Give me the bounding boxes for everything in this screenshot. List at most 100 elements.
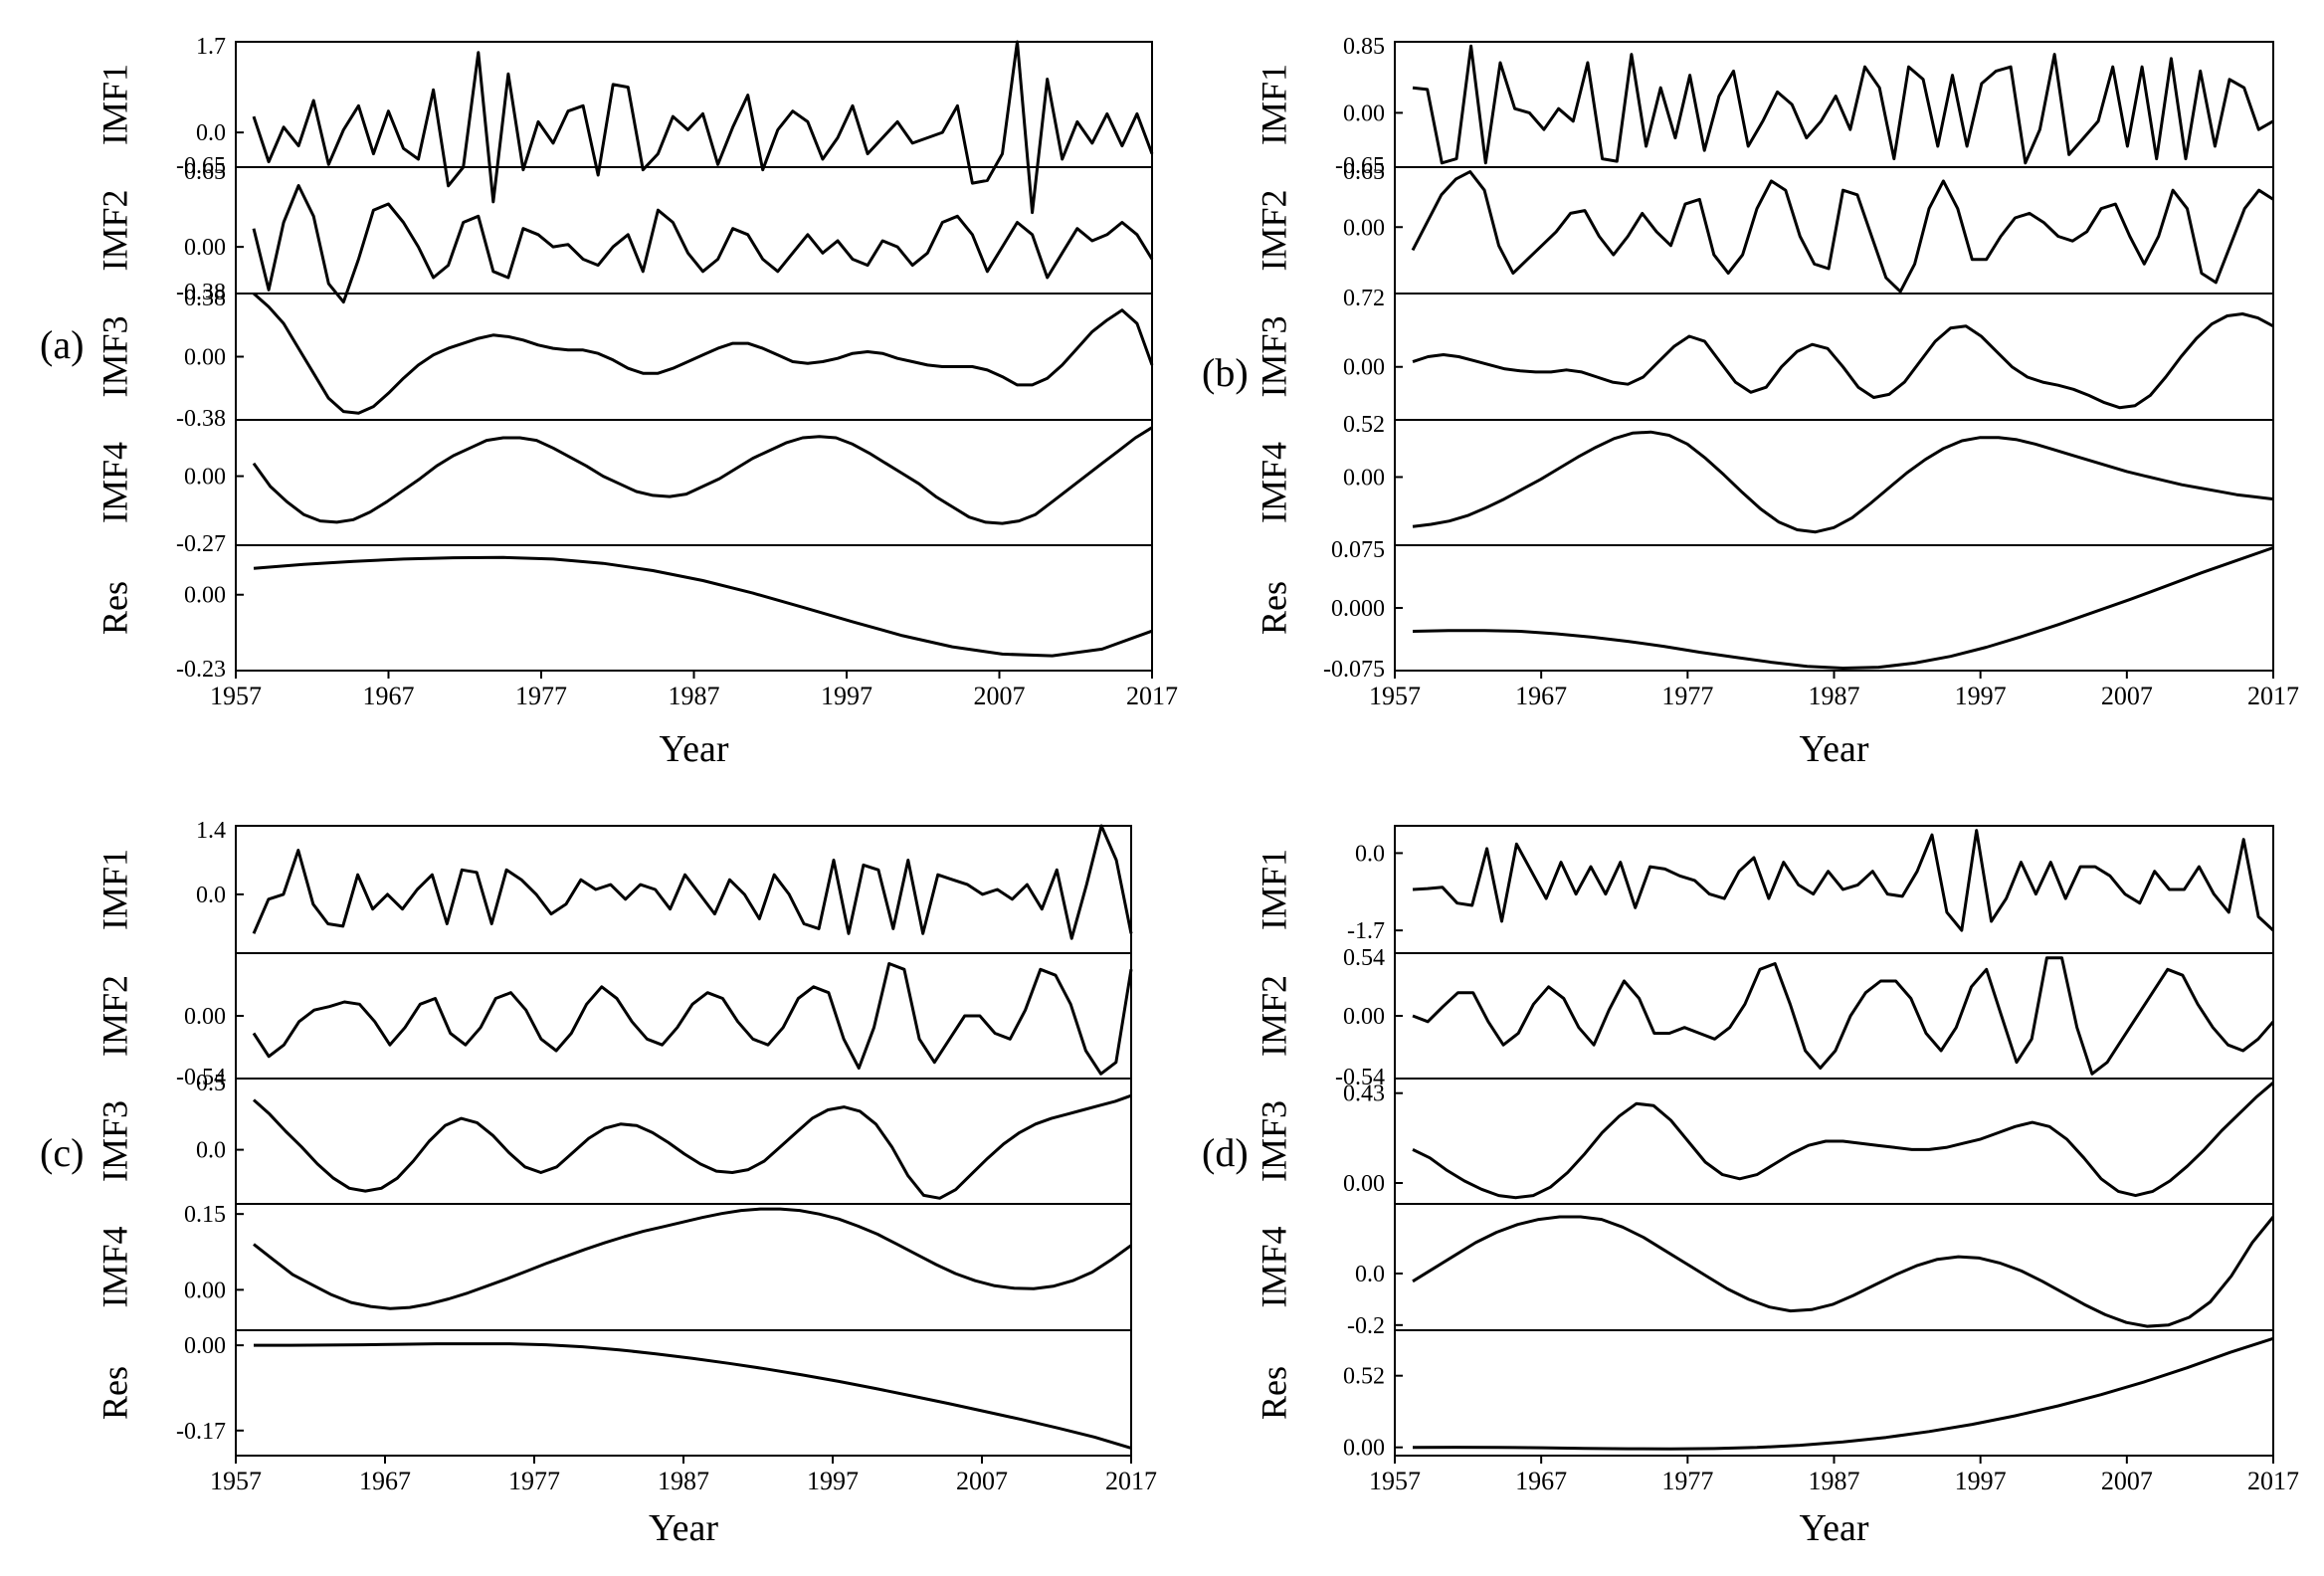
y-axis-title: IMF2 (1254, 189, 1293, 271)
panel-imf1: IMF1 1.4 0.0 (95, 818, 1133, 954)
series-line-imf2 (1412, 956, 2275, 1076)
y-axis-title: Res (95, 1366, 134, 1420)
y-tick-label: 0.0 (1355, 1262, 1385, 1287)
subplot-label: (d) (1202, 1130, 1249, 1175)
panel-imf2: IMF2 0.65 0.00 -0.38 (95, 159, 1154, 305)
x-axis-title: Year (1799, 1507, 1868, 1549)
x-tick-label: 1987 (1809, 1467, 1860, 1495)
panel-imf1: IMF1 0.85 0.00 -0.65 (1254, 34, 2274, 179)
y-tick-label: 0.0 (196, 120, 226, 146)
series-line-imf3 (253, 1093, 1132, 1200)
y-axis-title: IMF2 (1254, 975, 1293, 1057)
panel-imf3: IMF3 0.72 0.00 (1254, 286, 2274, 421)
panel-imf3: IMF3 0.5 0.0 (95, 1071, 1132, 1205)
series-line-imf4 (252, 426, 1153, 525)
y-tick-label: 0.00 (1343, 1171, 1385, 1197)
x-tick-label: 1977 (1661, 682, 1713, 710)
y-axis-title: Res (1254, 581, 1293, 635)
y-tick-label: -0.65 (176, 153, 226, 179)
series-line-imf1 (1412, 44, 2274, 165)
x-axis-title: Year (1799, 728, 1868, 770)
y-tick-label: -1.7 (1347, 918, 1385, 944)
x-tick-label: 2007 (956, 1467, 1008, 1495)
y-tick-label: 1.4 (196, 818, 226, 844)
x-tick-label: 1967 (1515, 1467, 1567, 1495)
chart-a: (a) IMF1 1.7 0.0 -0.65 IMF2 0.65 0.00 -0.38 IMF3 0… (40, 34, 1178, 770)
y-tick-label: 0.00 (1343, 215, 1385, 241)
x-tick-label: 1957 (210, 682, 262, 710)
x-axis-title: Year (649, 1507, 718, 1549)
x-tick-label: 1987 (658, 1467, 709, 1495)
y-axis-title: IMF3 (95, 1100, 134, 1182)
y-tick-label: 0.00 (184, 1278, 226, 1303)
panel-imf2: IMF2 0.54 0.00 -0.54 (1254, 945, 2275, 1090)
y-tick-label: 0.00 (184, 1333, 226, 1359)
y-tick-label: -0.65 (1335, 153, 1385, 179)
series-line-imf2 (252, 184, 1154, 304)
y-tick-label: -0.38 (176, 280, 226, 305)
y-tick-label: 0.52 (1343, 412, 1385, 438)
chart-d: (d) IMF1 0.0 -1.7 IMF2 0.54 0.00 -0.54 IMF3 0.43 0… (1202, 825, 2299, 1549)
panel-frame (1394, 825, 2274, 954)
x-tick-label: 2017 (1105, 1467, 1157, 1495)
y-axis-title: IMF4 (1254, 442, 1293, 523)
y-tick-label: 0.15 (184, 1202, 226, 1228)
panel-frame (1394, 41, 2274, 168)
x-tick-label: 1997 (1955, 682, 2007, 710)
y-tick-label: 0.65 (1343, 159, 1385, 185)
y-axis-title: IMF3 (95, 315, 134, 397)
y-tick-label: 0.0 (196, 1138, 226, 1164)
series-line-imf1 (252, 40, 1154, 215)
series-line-res (1412, 546, 2274, 670)
y-tick-label: 0.00 (184, 465, 226, 491)
panel-frame (235, 419, 1153, 546)
series-line-imf3 (253, 292, 1154, 415)
y-axis-title: Res (1254, 1366, 1293, 1420)
x-tick-label: 2017 (1126, 682, 1178, 710)
y-axis-title: IMF4 (95, 1226, 134, 1307)
panel-frame (235, 166, 1153, 295)
y-axis-title: IMF2 (95, 975, 134, 1057)
panel-imf4: IMF4 0.52 0.00 (1254, 412, 2274, 546)
y-tick-label: -0.54 (1335, 1065, 1385, 1090)
x-tick-label: 1967 (1515, 682, 1567, 710)
chart-c: (c) IMF1 1.4 0.0 IMF2 0.00 -0.54 IMF3 0.5 0.0 IMF4… (40, 818, 1157, 1549)
x-tick-label: 1987 (1809, 682, 1860, 710)
panel-frame (1394, 544, 2274, 672)
x-tick-label: 2007 (974, 682, 1026, 710)
y-tick-label: 0.0 (196, 883, 226, 908)
series-line-imf4 (1412, 430, 2274, 534)
panel-res: Res 0.52 0.00 (1254, 1329, 2274, 1462)
y-axis-title: Res (95, 581, 134, 635)
series-line-res (1412, 1336, 2274, 1451)
x-tick-label: 1997 (807, 1467, 859, 1495)
panel-imf1: IMF1 1.7 0.0 -0.65 (95, 34, 1154, 215)
series-line-imf3 (1412, 312, 2274, 410)
x-tick-label: 1997 (821, 682, 872, 710)
x-tick-label: 1977 (1661, 1467, 1713, 1495)
y-tick-label: 0.00 (184, 345, 226, 371)
series-line-imf2 (252, 962, 1133, 1076)
y-tick-label: 0.00 (1343, 465, 1385, 491)
series-line-imf1 (252, 824, 1133, 940)
series-line-imf4 (1412, 1215, 2275, 1328)
y-axis-title: IMF1 (95, 64, 134, 145)
x-tick-label: 1987 (669, 682, 720, 710)
panel-frame (235, 1078, 1132, 1205)
y-axis-title: IMF3 (1254, 315, 1293, 397)
y-tick-label: -0.075 (1323, 657, 1385, 683)
x-tick-label: 1967 (363, 682, 415, 710)
panel-frame (235, 293, 1153, 421)
y-axis-title: IMF4 (95, 442, 134, 523)
panel-imf2: IMF2 0.65 0.00 (1254, 159, 2274, 295)
subplot-label: (b) (1202, 350, 1249, 395)
y-tick-label: 0.52 (1343, 1364, 1385, 1390)
x-tick-label: 2017 (2247, 682, 2299, 710)
y-tick-label: 0.65 (184, 159, 226, 185)
y-tick-label: 0.000 (1331, 596, 1385, 622)
panel-res: Res 0.00 -0.17 (95, 1329, 1132, 1457)
series-line-imf2 (1411, 170, 2274, 294)
y-tick-label: -0.23 (176, 657, 226, 683)
y-tick-label: -0.54 (176, 1065, 226, 1090)
